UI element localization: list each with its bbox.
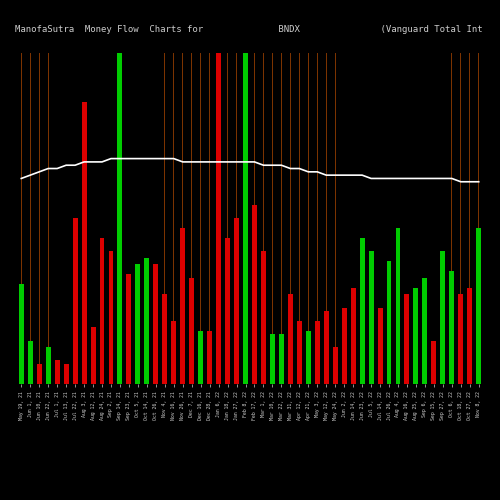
Bar	[37, 364, 42, 384]
Text: ManofaSutra  Money Flow  Charts for              BNDX               (Vanguard To: ManofaSutra Money Flow Charts for BNDX (…	[15, 25, 482, 34]
Bar	[335, 52, 336, 384]
Bar	[164, 52, 165, 384]
Bar	[72, 218, 78, 384]
Bar	[216, 52, 221, 384]
Bar	[225, 238, 230, 384]
Bar	[332, 347, 338, 384]
Bar	[128, 52, 129, 384]
Bar	[254, 52, 255, 384]
Bar	[146, 52, 147, 384]
Bar	[297, 320, 302, 384]
Bar	[342, 308, 346, 384]
Bar	[279, 334, 284, 384]
Bar	[324, 311, 328, 384]
Bar	[371, 52, 372, 384]
Bar	[306, 330, 311, 384]
Bar	[75, 52, 76, 384]
Bar	[476, 228, 481, 384]
Bar	[189, 278, 194, 384]
Bar	[432, 340, 436, 384]
Bar	[100, 238, 104, 384]
Bar	[64, 364, 68, 384]
Bar	[404, 294, 409, 384]
Bar	[378, 308, 382, 384]
Bar	[478, 52, 479, 384]
Bar	[234, 218, 239, 384]
Bar	[270, 334, 275, 384]
Bar	[288, 294, 293, 384]
Bar	[414, 288, 418, 384]
Bar	[263, 52, 264, 384]
Bar	[440, 252, 446, 384]
Bar	[458, 294, 463, 384]
Bar	[353, 52, 354, 384]
Bar	[252, 205, 257, 384]
Bar	[54, 360, 60, 384]
Bar	[118, 52, 122, 384]
Bar	[200, 52, 201, 384]
Bar	[144, 258, 150, 384]
Bar	[162, 294, 168, 384]
Bar	[19, 284, 24, 384]
Bar	[57, 52, 58, 384]
Bar	[386, 261, 392, 384]
Bar	[39, 52, 40, 384]
Bar	[90, 328, 96, 384]
Bar	[126, 274, 132, 384]
Bar	[460, 52, 461, 384]
Bar	[82, 102, 86, 384]
Bar	[350, 288, 356, 384]
Bar	[198, 330, 203, 384]
Bar	[368, 252, 374, 384]
Bar	[207, 330, 212, 384]
Bar	[46, 347, 51, 384]
Bar	[406, 52, 408, 384]
Bar	[261, 252, 266, 384]
Bar	[172, 320, 176, 384]
Bar	[396, 228, 400, 384]
Bar	[180, 228, 185, 384]
Bar	[182, 52, 183, 384]
Bar	[28, 340, 32, 384]
Bar	[218, 52, 219, 384]
Bar	[422, 278, 428, 384]
Bar	[136, 264, 140, 384]
Bar	[388, 52, 390, 384]
Bar	[424, 52, 425, 384]
Bar	[317, 52, 318, 384]
Bar	[92, 52, 94, 384]
Bar	[468, 288, 472, 384]
Bar	[236, 52, 237, 384]
Bar	[243, 52, 248, 384]
Bar	[110, 52, 112, 384]
Bar	[315, 320, 320, 384]
Bar	[299, 52, 300, 384]
Bar	[108, 252, 114, 384]
Bar	[245, 52, 246, 384]
Bar	[442, 52, 443, 384]
Bar	[154, 264, 158, 384]
Bar	[450, 271, 454, 384]
Bar	[360, 238, 364, 384]
